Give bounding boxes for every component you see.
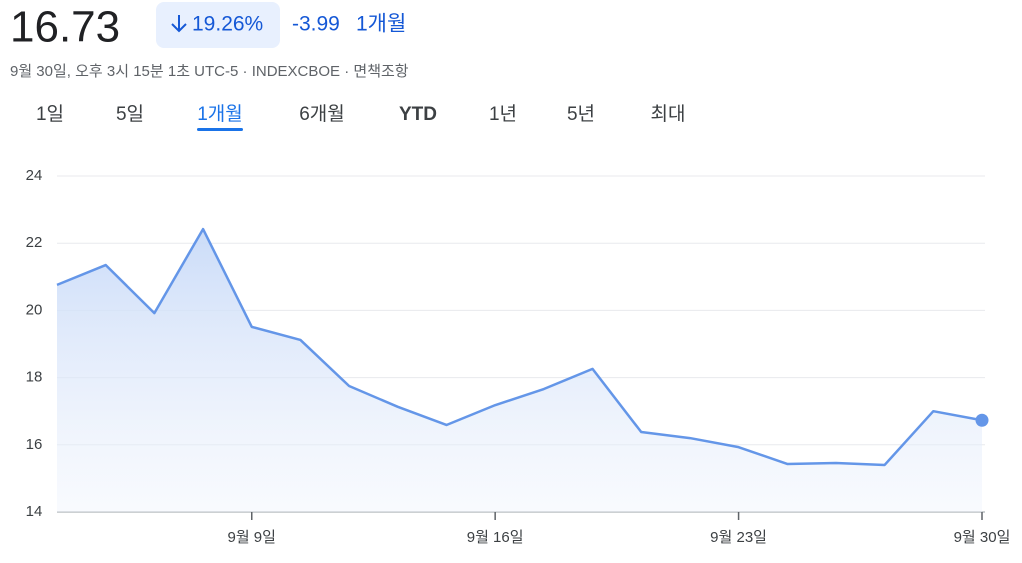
x-tick-label: 9월 16일 bbox=[467, 529, 524, 546]
last-point bbox=[975, 413, 989, 427]
change: -3.99 bbox=[292, 13, 340, 36]
source: INDEXCBOE bbox=[252, 63, 340, 80]
area bbox=[57, 229, 982, 512]
period: 1개월 bbox=[356, 13, 406, 36]
tab[interactable]: 1일 bbox=[36, 103, 64, 125]
tab[interactable]: 5일 bbox=[116, 103, 144, 125]
line bbox=[56, 227, 983, 467]
tab[interactable]: 최대 bbox=[651, 103, 686, 125]
tab[interactable]: YTD bbox=[399, 104, 437, 125]
plot: 14 16 18 20 22 24 9월 9일 9월 16일 9월 23일 9월 30일 bbox=[26, 167, 1011, 546]
x-tick-label: 9월 23일 bbox=[710, 529, 767, 546]
y-tick-label: 20 bbox=[26, 301, 43, 318]
y-tick-label: 14 bbox=[26, 503, 43, 520]
change-percent: 19.26% bbox=[192, 13, 263, 36]
separator: · bbox=[238, 63, 251, 80]
change-badge bbox=[156, 2, 280, 48]
price: 16.73 bbox=[10, 3, 120, 52]
y-tick-label: 24 bbox=[26, 167, 43, 184]
disclaimer[interactable]: 면책조항 bbox=[353, 63, 408, 80]
timestamp: 9월 30일, 오후 3시 15분 1초 UTC-5 bbox=[10, 63, 238, 80]
x-tick-label: 9월 30일 bbox=[954, 529, 1011, 546]
tab[interactable]: 1년 bbox=[489, 103, 517, 125]
y-tick-label: 18 bbox=[26, 369, 43, 386]
down-arrow bbox=[171, 15, 187, 33]
y-tick-label: 16 bbox=[26, 436, 43, 453]
x-tick-label: 9월 9일 bbox=[228, 529, 276, 546]
tab[interactable]: 5년 bbox=[567, 103, 595, 125]
tab[interactable]: 6개월 bbox=[299, 103, 345, 125]
tabs: 1일 5일 1개월 6개월 YTD 1년 5년 최대 bbox=[36, 103, 686, 131]
tab[interactable]: 1개월 bbox=[197, 103, 243, 125]
subline: 9월 30일, 오후 3시 15분 1초 UTC-5 · INDEXCBOE ·… bbox=[10, 63, 409, 80]
y-tick-label: 22 bbox=[26, 234, 43, 251]
separator: · bbox=[340, 63, 353, 80]
tab-indicator bbox=[197, 128, 243, 131]
